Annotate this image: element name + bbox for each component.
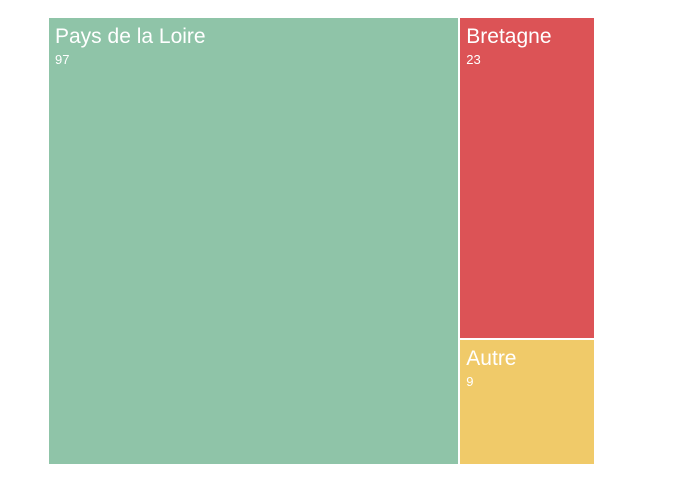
tile-label: Pays de la Loire <box>55 25 206 48</box>
tile-label: Bretagne <box>466 25 552 48</box>
treemap: Pays de la Loire 97 Bretagne 23 Autre 9 <box>48 17 595 465</box>
treemap-tile-pays-de-la-loire[interactable]: Pays de la Loire 97 <box>48 17 460 465</box>
tile-value: 9 <box>466 374 474 389</box>
tile-value: 23 <box>466 52 481 67</box>
tile-value: 97 <box>55 52 70 67</box>
treemap-tile-bretagne[interactable]: Bretagne 23 <box>459 17 595 339</box>
tile-label: Autre <box>466 347 517 370</box>
treemap-tile-autre[interactable]: Autre 9 <box>459 339 595 465</box>
